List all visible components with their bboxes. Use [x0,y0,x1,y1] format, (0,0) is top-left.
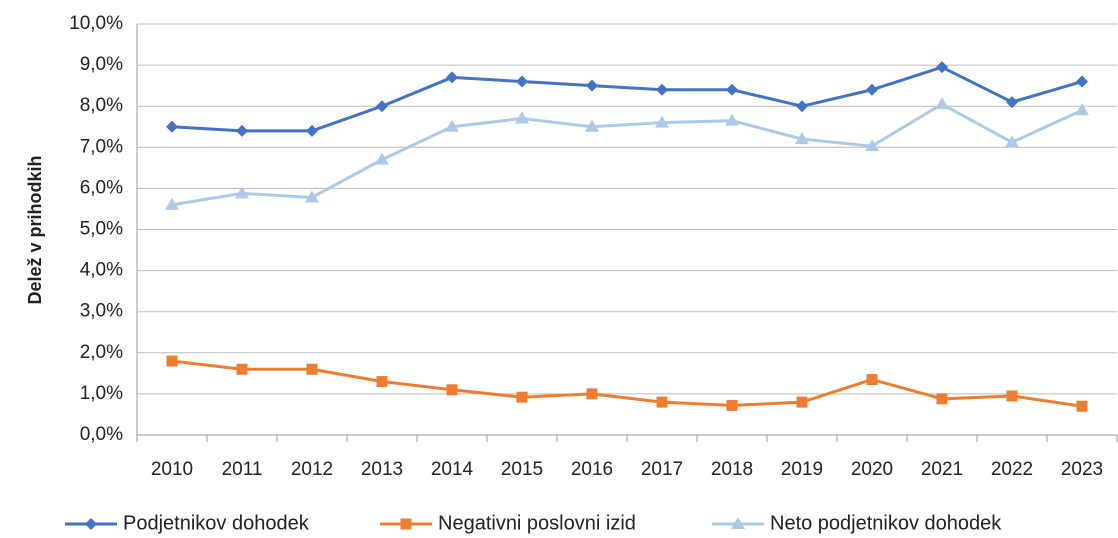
y-tick-label: 3,0% [80,301,123,322]
marker [236,363,248,375]
legend-label: Podjetnikov dohodek [123,512,310,534]
marker [655,115,669,128]
marker [726,83,738,96]
x-tick-label: 2015 [501,459,543,480]
y-tick-label: 2,0% [80,342,123,363]
marker [866,374,878,386]
marker [865,139,879,152]
legend-label: Neto podjetnikov dohodek [770,512,1002,534]
marker [1076,400,1088,412]
marker [516,75,528,88]
series-line [171,102,1083,207]
series-line [171,359,1083,408]
marker [656,396,668,408]
marker [586,79,598,92]
marker [305,190,319,203]
marker [306,124,318,137]
marker [445,119,459,132]
y-tick-label: 7,0% [80,136,123,157]
marker [586,388,598,400]
x-tick-label: 2011 [222,459,263,480]
marker [585,119,599,132]
legend-label: Negativni poslovni izid [438,512,636,534]
y-tick-label: 1,0% [80,383,123,404]
marker [166,120,178,133]
marker [936,393,948,405]
marker [165,197,179,210]
x-tick-label: 2020 [851,459,893,480]
marker [656,83,668,96]
marker [726,399,738,411]
marker [1076,75,1088,88]
legend-marker [400,518,412,530]
marker [376,100,388,113]
x-tick-label: 2014 [431,459,474,480]
series-line [171,65,1083,133]
marker [446,384,458,396]
y-tick-label: 9,0% [80,54,123,75]
marker [375,152,389,165]
y-tick-label: 5,0% [80,219,123,240]
marker [1075,103,1089,116]
legend-marker [85,518,97,530]
marker [935,97,949,110]
x-tick-label: 2013 [361,459,403,480]
y-tick-label: 10,0% [69,13,123,34]
marker [236,124,248,137]
legend-marker [731,517,745,529]
x-tick-label: 2023 [1061,459,1103,480]
marker [796,396,808,408]
x-tick-label: 2021 [921,459,963,480]
marker [796,100,808,113]
y-tick-label: 0,0% [80,424,123,445]
x-tick-label: 2012 [291,459,333,480]
marker [376,376,388,388]
x-tick-label: 2016 [571,459,613,480]
marker [1005,135,1019,148]
x-tick-label: 2017 [641,459,683,480]
marker [446,71,458,84]
marker [166,355,178,367]
y-axis-label: Delež v prihodkih [25,155,45,304]
x-tick-label: 2019 [781,459,823,480]
x-tick-label: 2018 [711,459,753,480]
marker [1006,390,1018,402]
marker [515,111,529,124]
marker [795,132,809,145]
marker [1006,96,1018,109]
marker [936,61,948,74]
marker [235,186,249,199]
y-tick-label: 6,0% [80,177,123,198]
y-tick-label: 8,0% [80,95,123,116]
x-tick-label: 2022 [991,459,1033,480]
marker [306,363,318,375]
marker [725,113,739,126]
marker [516,391,528,403]
x-tick-label: 2010 [151,459,193,480]
y-tick-label: 4,0% [80,260,123,281]
marker [866,83,878,96]
